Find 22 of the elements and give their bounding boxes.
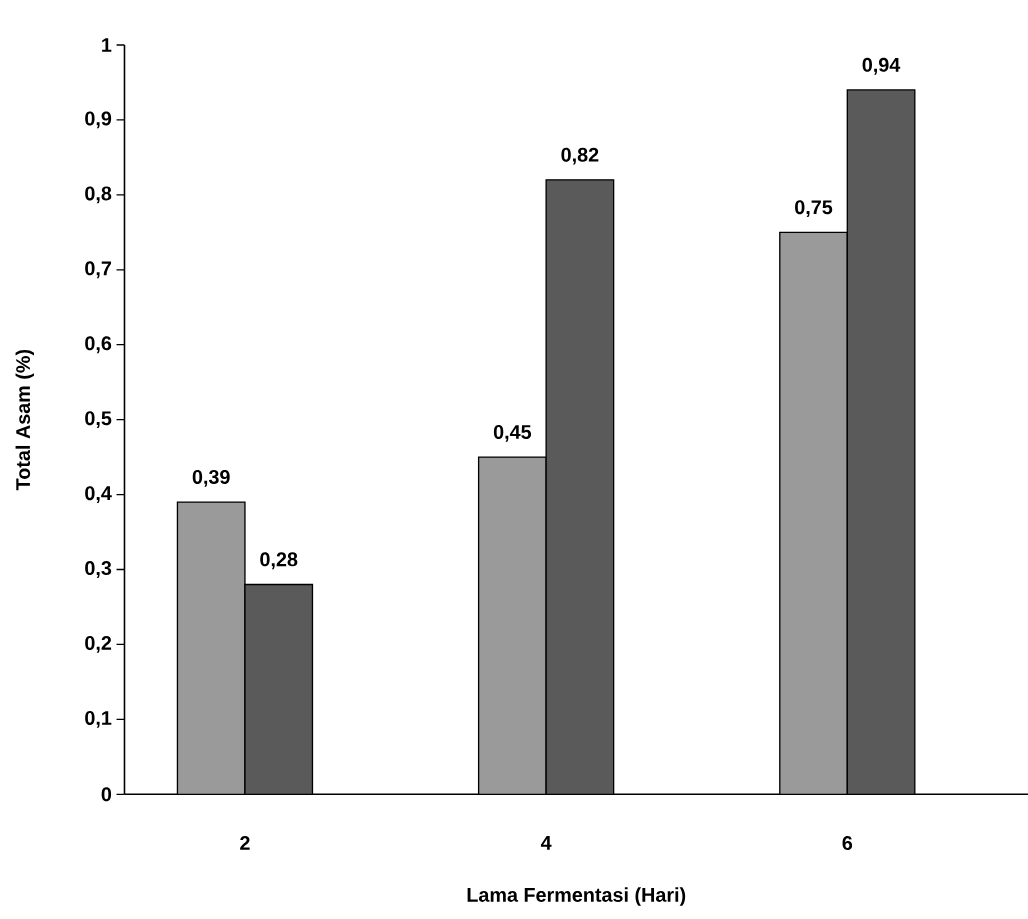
y-tick-label: 0,1: [85, 710, 112, 728]
x-tick-label: 6: [842, 835, 853, 850]
y-tick-label: 0,3: [85, 560, 112, 578]
data-label: 0,94: [862, 57, 901, 75]
y-tick-label: 0,4: [85, 485, 112, 503]
x-tick-label: 4: [540, 835, 552, 850]
y-tick-label: 0,7: [85, 261, 112, 279]
data-label: 0,39: [192, 469, 230, 487]
y-tick-label: 0,5: [85, 411, 112, 428]
y-tick-label: 0,2: [85, 635, 112, 653]
data-label: 0,75: [795, 200, 833, 217]
x-tick-label: 2: [240, 835, 250, 850]
y-tick-label: 0,8: [85, 186, 112, 204]
y-tick-label: 0: [101, 787, 112, 802]
data-label: 0,45: [493, 424, 532, 442]
data-label: 0,82: [561, 147, 599, 165]
y-tick-label: 0,6: [85, 336, 112, 353]
y-tick-label: 1: [102, 38, 112, 52]
x-axis-title: Lama Fermentasi (Hari): [467, 887, 686, 906]
data-label: 0,28: [260, 552, 298, 570]
y-tick-label: 0,9: [85, 111, 112, 129]
y-axis-title: Total Asam (%): [15, 349, 34, 490]
